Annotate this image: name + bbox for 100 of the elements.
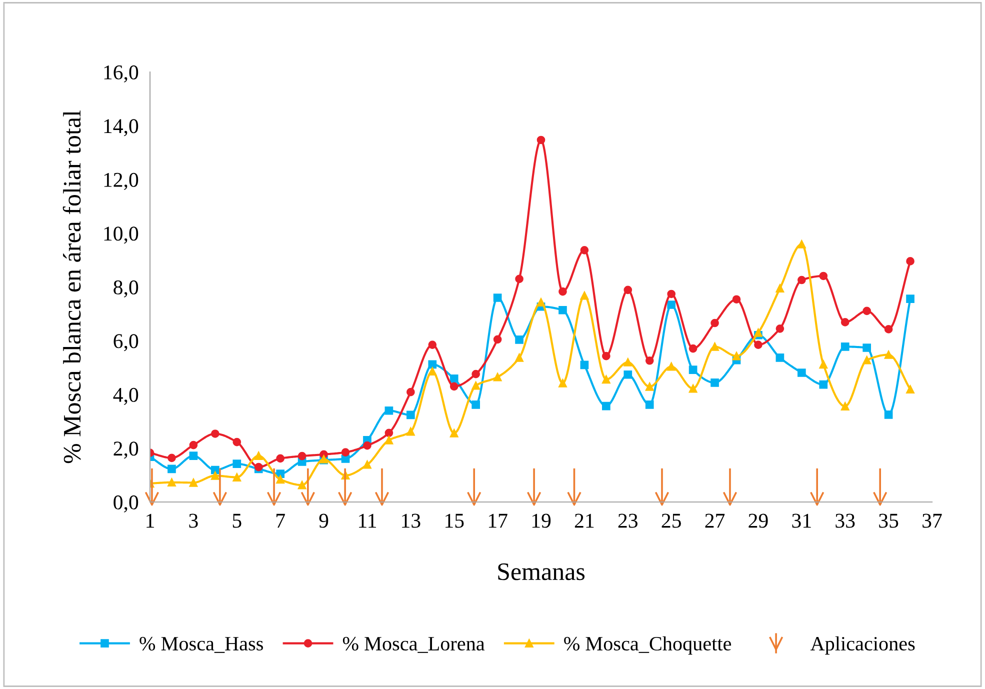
x-tick-label: 27 [705,514,725,528]
point [232,473,242,482]
point [428,340,437,349]
y-tick-label: 12,0 [104,172,138,190]
point [624,370,632,379]
legend-label: Aplicaciones [810,636,915,655]
point [654,491,670,506]
point [580,291,589,300]
x-tick-label: 15 [446,514,464,528]
y-tick-label: 2,0 [114,442,138,459]
point [810,491,824,506]
point [168,454,176,462]
point [819,272,828,280]
point [384,406,394,415]
x-tick-label: 9 [319,514,328,528]
point [298,452,306,460]
point [580,360,589,370]
x-tick-label: 5 [232,514,242,528]
point [558,306,567,314]
point [862,306,871,316]
point [624,286,632,294]
point [298,480,306,490]
point [645,382,654,391]
point [884,410,893,419]
point [168,478,176,487]
y-tick-label: 6,0 [114,334,138,352]
point [363,460,372,469]
point [211,430,220,438]
point [906,385,914,394]
point [472,370,480,378]
point [515,354,524,362]
point [536,136,546,144]
x-tick-label: 1 [146,514,154,528]
point [189,452,198,460]
x-tick-label: 19 [532,514,551,528]
point [776,324,784,333]
point [819,360,828,369]
point [450,374,458,383]
point [667,290,676,298]
point [722,491,738,506]
point [384,428,394,438]
y-tick-label: 10,0 [104,226,138,244]
point [374,491,390,506]
point [211,471,220,480]
y-tick-label: 14,0 [104,119,138,136]
point [776,284,784,293]
point [602,352,610,360]
point [645,400,654,409]
point [450,429,458,438]
x-tick-label: 25 [662,514,681,528]
x-tick-label: 11 [359,514,376,528]
point [450,382,458,391]
point [363,441,372,450]
point [872,491,888,506]
point [515,336,524,344]
point [515,274,524,284]
point [819,380,828,389]
x-tick-label: 3 [189,514,198,528]
point [472,381,480,390]
point [472,400,480,409]
point [493,335,502,344]
y-tick-label: 8,0 [114,280,138,298]
point [906,257,914,266]
point [862,356,871,364]
point [558,379,567,388]
x-tick-label: 13 [402,514,420,528]
point [688,384,698,393]
x-tick-label: 7 [276,514,285,528]
legend-label: % Mosca_Lorena [342,636,485,653]
point [776,354,784,362]
point [754,328,762,337]
point [645,356,654,365]
point [212,491,228,506]
point [493,372,502,382]
point [667,300,676,309]
point [341,448,350,456]
point [567,491,582,506]
point [710,342,719,351]
point [840,402,850,410]
point [384,436,394,444]
point [798,240,806,248]
point [406,410,415,420]
point [884,350,893,359]
point [602,375,610,384]
point [580,246,589,254]
point [276,454,284,463]
point [232,460,242,468]
y-axis-title: % Mosca blanca en área foliar total [62,110,81,464]
point [558,287,567,296]
x-tick-label: 35 [879,514,898,528]
point [466,491,482,506]
point [906,294,914,303]
x-tick-label: 33 [836,514,855,528]
point [667,362,676,371]
point [428,367,437,376]
point [754,340,762,349]
point [526,491,542,506]
point [144,491,160,506]
point [710,318,719,328]
point [602,402,610,410]
